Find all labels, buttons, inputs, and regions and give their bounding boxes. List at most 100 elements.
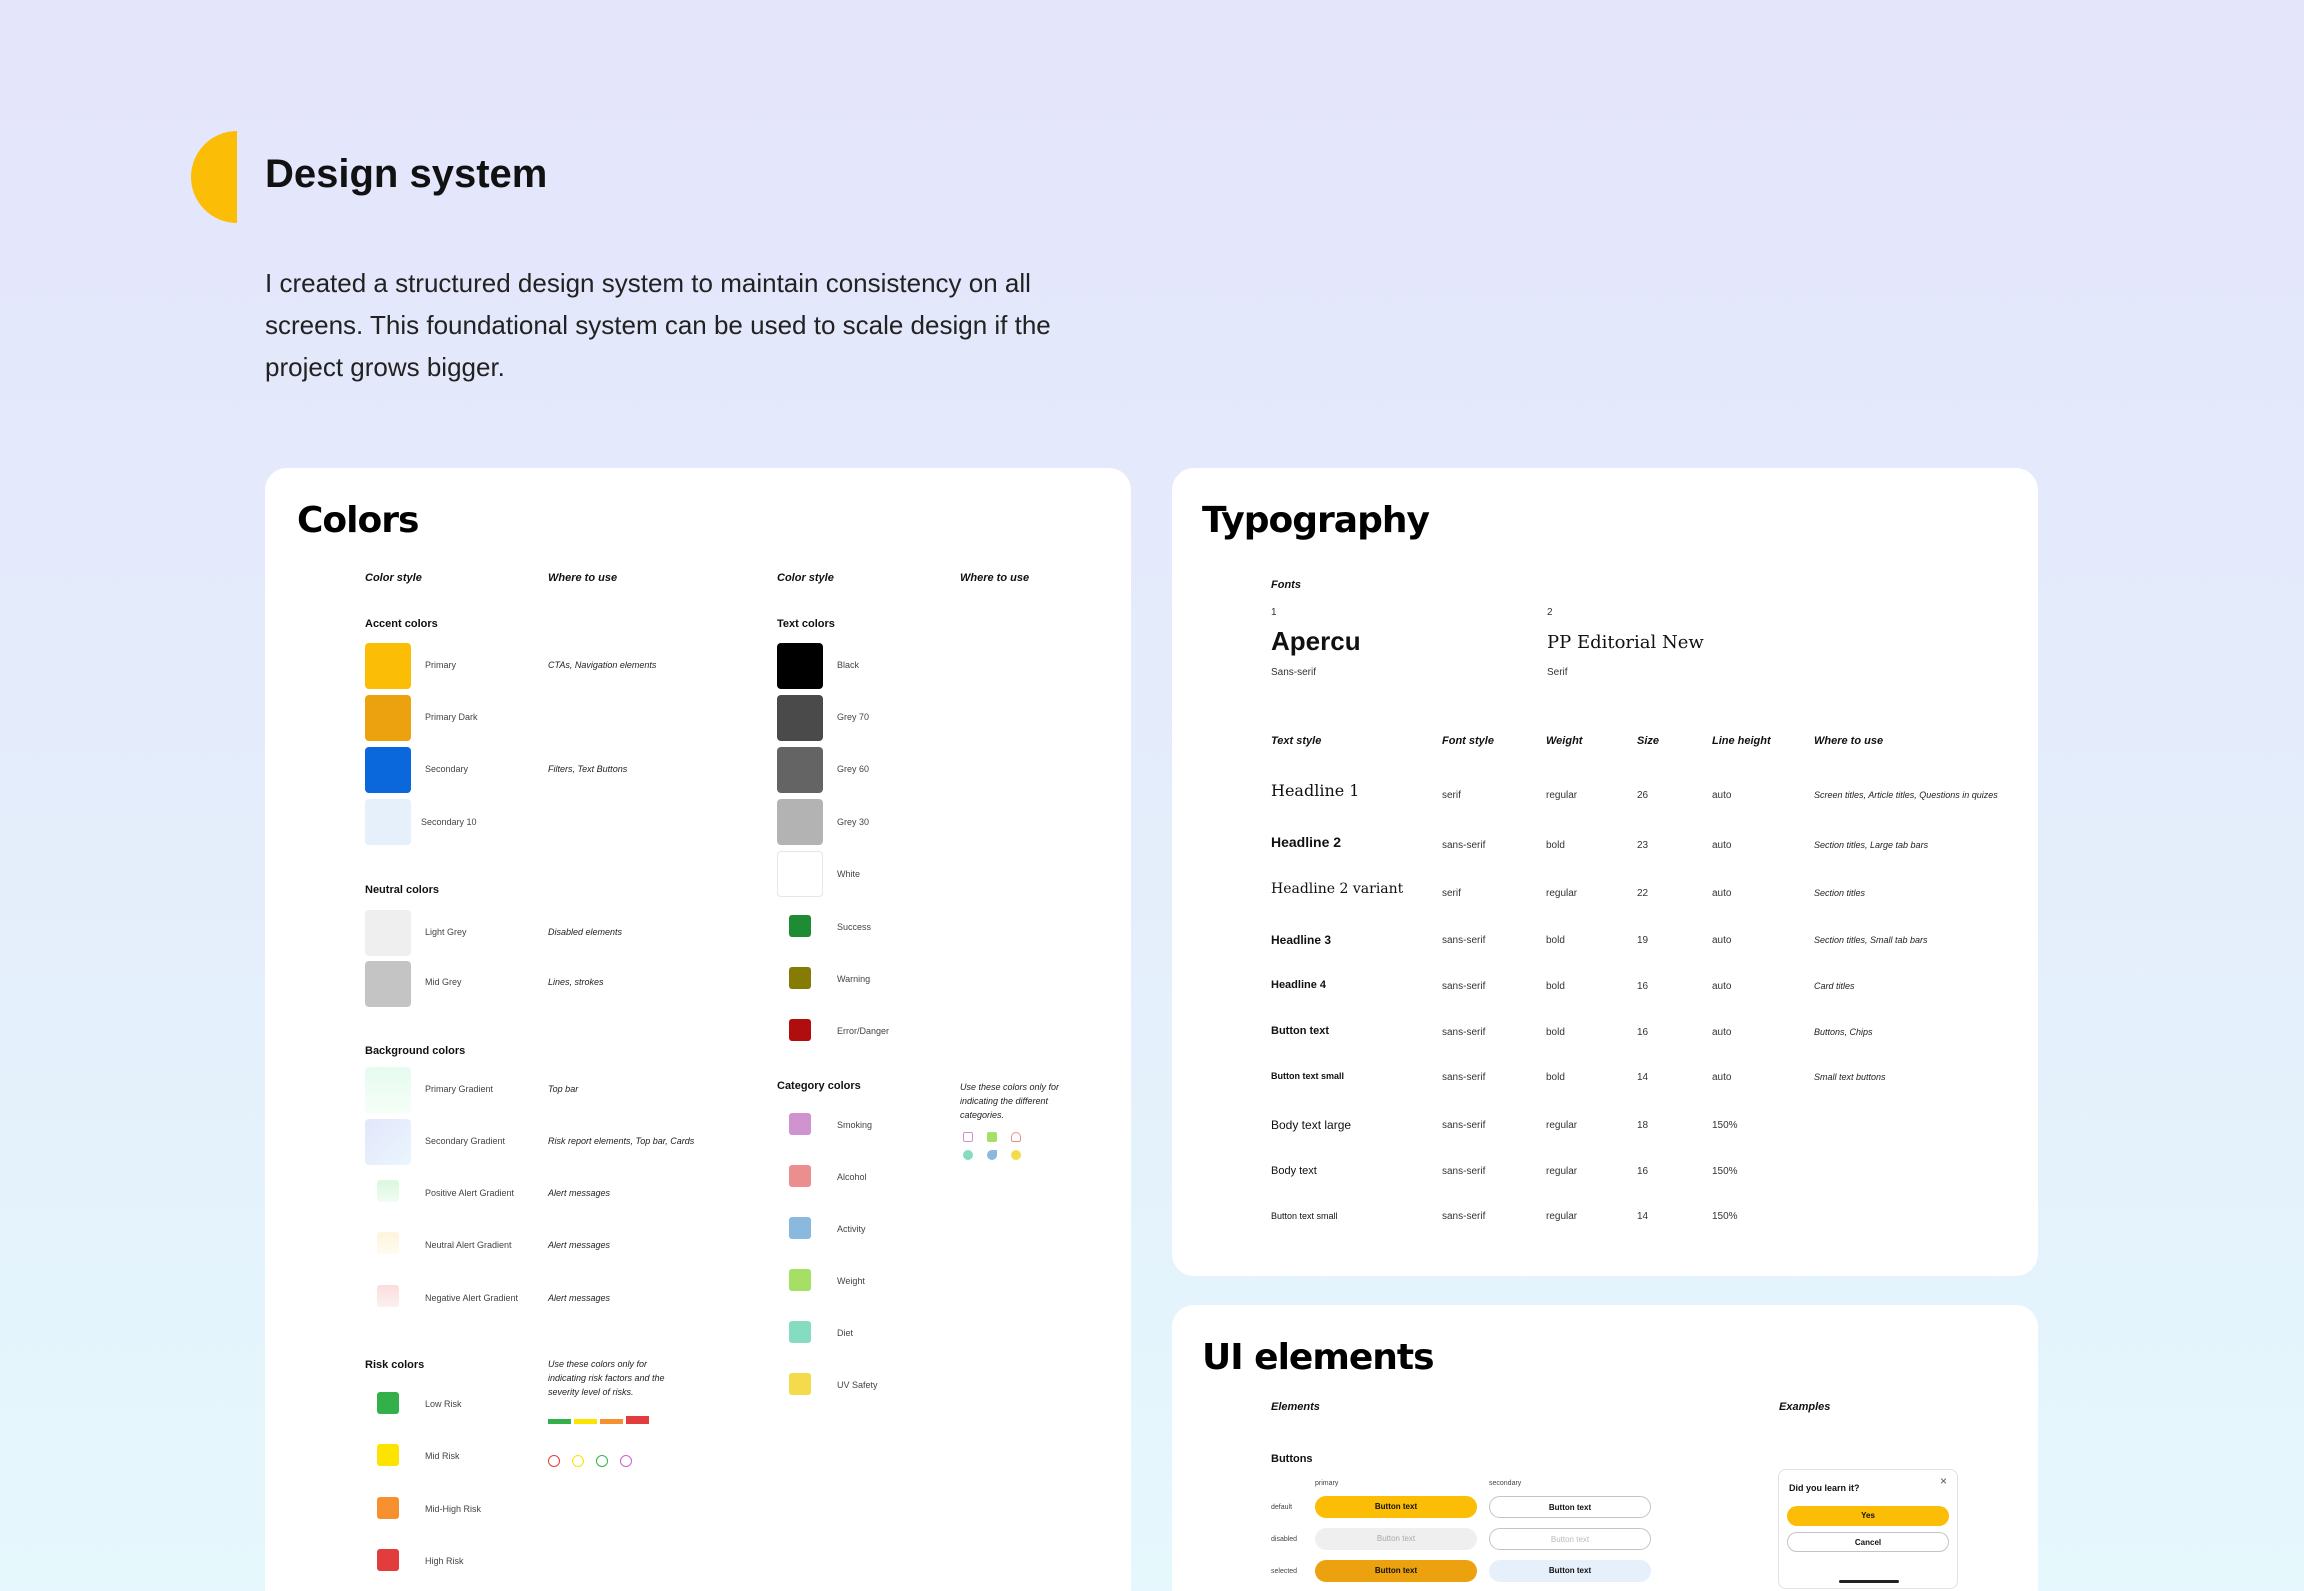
font-1-number: 1 <box>1271 607 1277 618</box>
risk-bar-legend <box>548 1416 653 1424</box>
risk-smoking-icon <box>548 1455 560 1467</box>
swatch-use: Alert messages <box>548 1240 611 1250</box>
swatch-label: Weight <box>837 1276 865 1286</box>
swatch-use: Alert messages <box>548 1293 611 1303</box>
elements-label: Elements <box>1271 1401 1320 1413</box>
swatch-activity <box>789 1217 811 1239</box>
dialog-yes-button[interactable]: Yes <box>1787 1506 1949 1526</box>
row-line: auto <box>1712 1027 1732 1038</box>
swatch-label: Error/Danger <box>837 1026 890 1036</box>
swatch-label: UV Safety <box>837 1380 878 1390</box>
swatch-label: Grey 70 <box>837 712 870 722</box>
row-style: Headline 2 <box>1271 834 1342 850</box>
row-weight: bold <box>1546 840 1565 851</box>
row-style: Button text small <box>1271 1071 1345 1081</box>
primary-column-label: primary <box>1315 1480 1339 1487</box>
row-line: auto <box>1712 1072 1732 1083</box>
typography-card: Typography Fonts 1 Apercu Sans-serif 2 P… <box>1172 468 2038 1276</box>
swatch-use: Risk report elements, Top bar, Cards <box>548 1136 695 1146</box>
swatch-primary-gradient <box>365 1067 411 1113</box>
col-text-style: Text style <box>1271 735 1322 747</box>
row-style: Button text <box>1271 1025 1330 1037</box>
row-font: sans-serif <box>1442 1166 1486 1177</box>
header-where-to-use-2: Where to use <box>960 572 1030 584</box>
risk-activity-icon <box>596 1455 608 1467</box>
swatch-use: CTAs, Navigation elements <box>548 660 657 670</box>
page-title: Design system <box>265 152 548 196</box>
font-1-type: Sans-serif <box>1271 667 1317 678</box>
colors-card: Colors Color style Where to use Color st… <box>265 468 1131 1591</box>
swatch-label: Neutral Alert Gradient <box>425 1240 512 1250</box>
neutral-colors-title: Neutral colors <box>365 884 439 896</box>
swatch-label: Success <box>837 922 872 932</box>
row-use: Section titles <box>1814 888 1866 898</box>
swatch-use: Disabled elements <box>548 927 623 937</box>
swatch-grey-30 <box>777 799 823 845</box>
buttons-label: Buttons <box>1271 1453 1313 1465</box>
row-style: Headline 3 <box>1271 933 1332 947</box>
col-line-height: Line height <box>1712 735 1771 747</box>
row-weight: regular <box>1546 888 1578 899</box>
dialog-cancel-button[interactable]: Cancel <box>1787 1532 1949 1552</box>
close-icon[interactable]: × <box>1940 1474 1948 1488</box>
background-colors-title: Background colors <box>365 1045 466 1057</box>
row-font: sans-serif <box>1442 1120 1486 1131</box>
swatch-label: Secondary 10 <box>421 817 477 827</box>
header-color-style: Color style <box>365 572 422 584</box>
accent-colors-title: Accent colors <box>365 618 438 630</box>
dialog-example: Did you learn it? × Yes Cancel <box>1778 1469 1958 1589</box>
row-style: Body text large <box>1271 1118 1352 1132</box>
swatch-label: Mid Risk <box>425 1451 460 1461</box>
row-size: 18 <box>1637 1120 1649 1131</box>
row-weight: regular <box>1546 1211 1578 1222</box>
ui-elements-card: UI elements Elements Examples Buttons pr… <box>1172 1305 2038 1591</box>
col-size: Size <box>1637 735 1660 747</box>
primary-default-button[interactable]: Button text <box>1315 1496 1477 1518</box>
typography-title: Typography <box>1202 500 1430 541</box>
weight-icon <box>987 1132 997 1142</box>
row-line: auto <box>1712 790 1732 801</box>
swatch-light-grey <box>365 910 411 956</box>
swatch-label: Alcohol <box>837 1172 867 1182</box>
sun-icon <box>1011 1150 1021 1160</box>
swatch-label: Grey 60 <box>837 764 870 774</box>
row-size: 22 <box>1637 888 1649 899</box>
colors-title: Colors <box>297 500 419 541</box>
row-size: 19 <box>1637 935 1649 946</box>
row-line: 150% <box>1712 1166 1738 1177</box>
primary-selected-button[interactable]: Button text <box>1315 1560 1477 1582</box>
col-font-style: Font style <box>1442 735 1494 747</box>
row-font: sans-serif <box>1442 840 1486 851</box>
font-1-name: Apercu <box>1271 626 1361 656</box>
secondary-default-button[interactable]: Button text <box>1489 1496 1651 1518</box>
swatch-warning <box>789 967 811 989</box>
swatch-success <box>789 915 811 937</box>
swatch-white <box>777 851 823 897</box>
risk-colors-title: Risk colors <box>365 1359 425 1371</box>
font-2-type: Serif <box>1547 667 1568 678</box>
swatch-label: Positive Alert Gradient <box>425 1188 515 1198</box>
swatch-diet <box>789 1321 811 1343</box>
swatch-use: Top bar <box>548 1084 579 1094</box>
home-indicator <box>1839 1580 1899 1583</box>
swatch-label: Low Risk <box>425 1399 462 1409</box>
secondary-disabled-button[interactable]: Button text <box>1489 1528 1651 1550</box>
risk-weight-icon <box>620 1455 632 1467</box>
swatch-label: Mid-High Risk <box>425 1504 482 1514</box>
examples-label: Examples <box>1779 1401 1831 1413</box>
fonts-label: Fonts <box>1271 579 1301 591</box>
row-line: auto <box>1712 935 1732 946</box>
swatch-label: Primary <box>425 660 456 670</box>
swatch-mid-risk <box>377 1444 399 1466</box>
swatch-label: High Risk <box>425 1556 464 1566</box>
diet-icon <box>963 1150 973 1160</box>
category-icons <box>960 1131 1030 1167</box>
secondary-selected-button[interactable]: Button text <box>1489 1560 1651 1582</box>
state-selected-label: selected <box>1271 1568 1298 1575</box>
swatch-primary-dark <box>365 695 411 741</box>
row-font: sans-serif <box>1442 981 1486 992</box>
swatch-label: Secondary Gradient <box>425 1136 506 1146</box>
smoking-icon <box>963 1132 973 1142</box>
primary-disabled-button[interactable]: Button text <box>1315 1528 1477 1550</box>
category-colors-note: Use these colors only for indicating the… <box>960 1082 1060 1120</box>
